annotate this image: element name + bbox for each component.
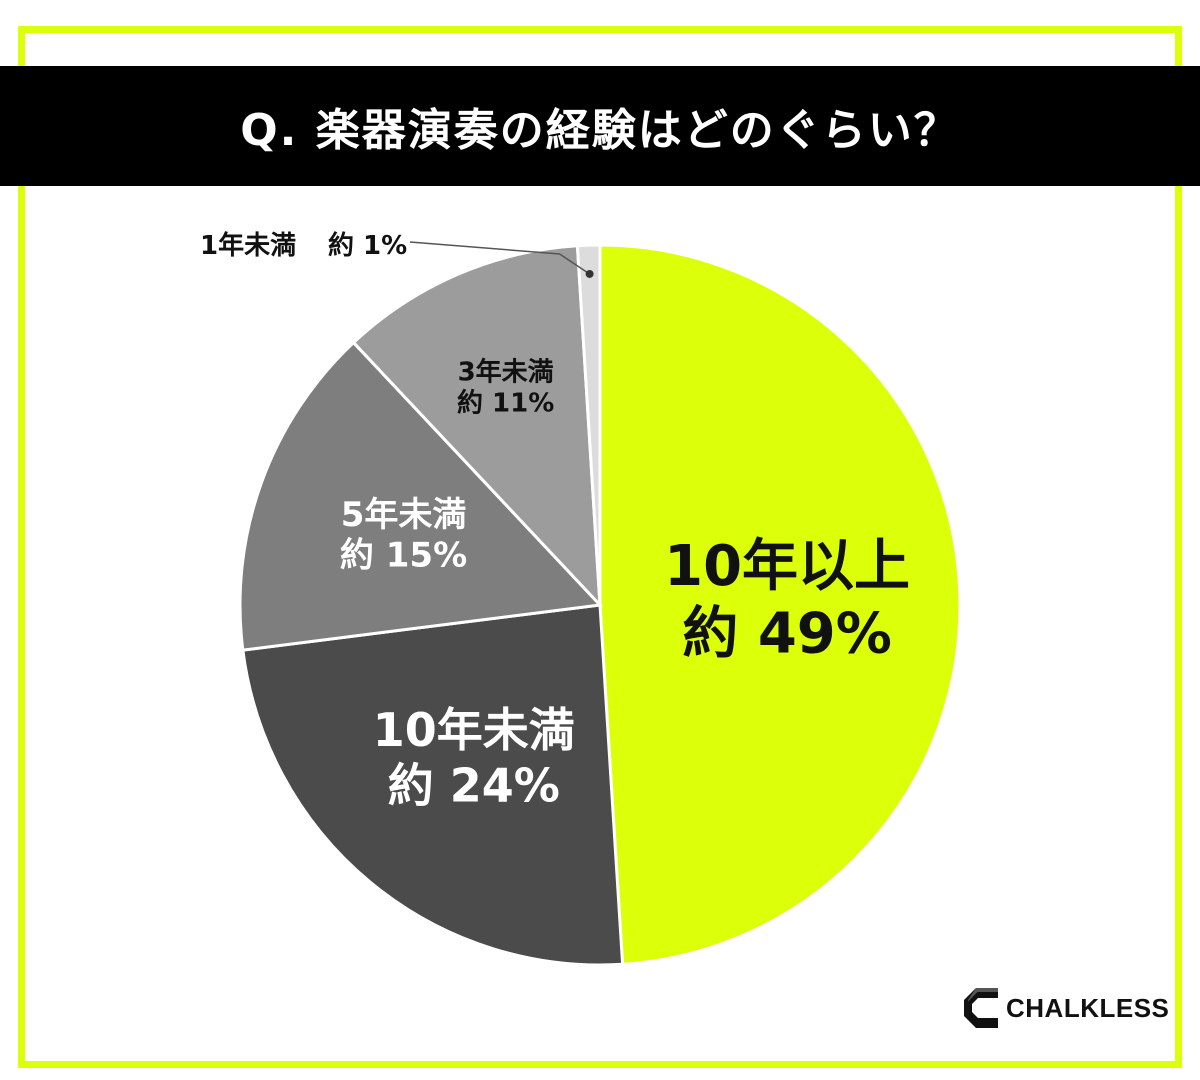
slice-value-label: 約 24% bbox=[388, 758, 560, 812]
slice-value-label: 約 11% bbox=[457, 388, 554, 419]
slice-value-label: 約 1% bbox=[328, 230, 407, 261]
chart-frame bbox=[18, 26, 1182, 1068]
title-banner: Q. 楽器演奏の経験はどのぐらい？ bbox=[0, 66, 1200, 186]
slice-label: 5年未満 bbox=[341, 495, 467, 535]
slice-label: 10年以上 bbox=[664, 534, 910, 599]
slice-label: 3年未満 bbox=[458, 356, 554, 387]
callout-line bbox=[409, 241, 591, 275]
callout-dot bbox=[585, 269, 594, 278]
pie-slice bbox=[241, 603, 625, 967]
chalkless-logo: CHALKLESS bbox=[962, 986, 1169, 1030]
pie-slice bbox=[351, 244, 602, 610]
chart-title: Q. 楽器演奏の経験はどのぐらい？ bbox=[240, 105, 960, 156]
slice-value-label: 約 15% bbox=[340, 536, 467, 576]
pie-slice bbox=[238, 340, 604, 652]
brand-name: CHALKLESS bbox=[1006, 992, 1170, 1023]
slice-value-label: 約 49% bbox=[682, 601, 892, 666]
chalkless-logo-icon bbox=[964, 988, 998, 1028]
slice-label: 10年未満 bbox=[373, 703, 575, 757]
pie-slice bbox=[575, 243, 602, 606]
pie-slice bbox=[598, 243, 962, 966]
slice-label: 1年未満 bbox=[200, 230, 296, 261]
